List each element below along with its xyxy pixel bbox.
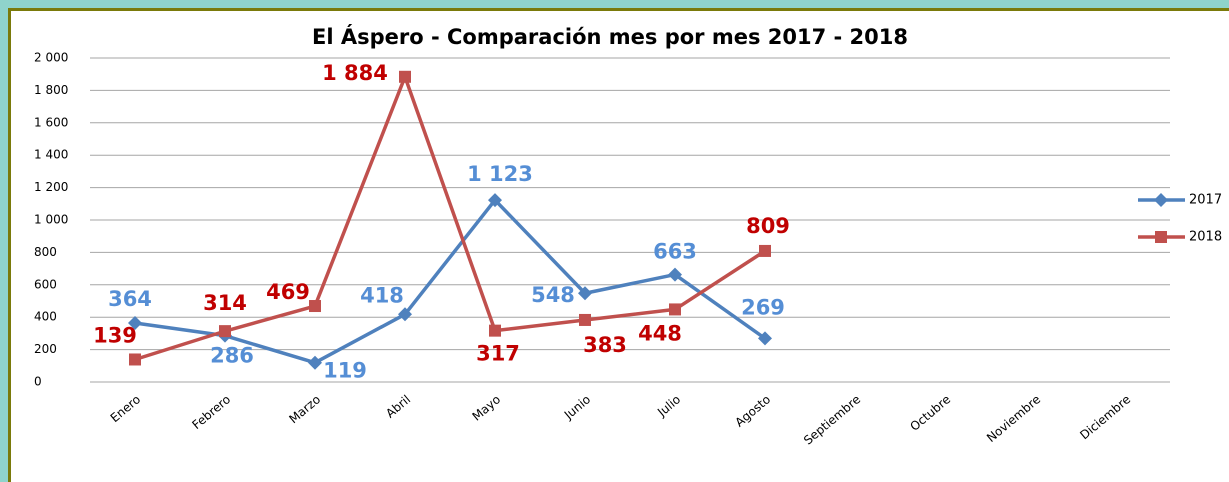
x-tick-label: Agosto — [732, 392, 773, 429]
y-tick-label: 1 800 — [34, 83, 68, 97]
marker — [308, 355, 322, 370]
marker — [489, 324, 501, 337]
chart-title: El Áspero - Comparación mes por mes 2017… — [312, 24, 908, 49]
x-tick-label: Septiembre — [801, 392, 863, 447]
data-label: 383 — [583, 333, 627, 357]
x-tick-label: Febrero — [189, 392, 233, 432]
y-tick-label: 800 — [34, 245, 57, 259]
y-tick-label: 1 000 — [34, 213, 68, 227]
marker — [128, 316, 142, 331]
marker — [668, 267, 682, 282]
y-tick-label: 400 — [34, 310, 57, 324]
data-label: 448 — [638, 321, 682, 345]
x-tick-label: Octubre — [907, 392, 953, 434]
data-label: 364 — [108, 287, 152, 311]
data-label: 269 — [741, 295, 785, 319]
marker — [488, 193, 502, 208]
y-tick-label: 2 000 — [34, 51, 68, 65]
x-tick-label: Diciembre — [1077, 392, 1133, 442]
data-label: 548 — [531, 283, 575, 307]
marker — [129, 353, 141, 366]
y-tick-label: 1 600 — [34, 115, 68, 129]
x-tick-label: Marzo — [286, 392, 323, 426]
x-tick-label: Noviembre — [984, 392, 1043, 445]
marker — [1154, 193, 1168, 207]
x-tick-label: Enero — [108, 392, 143, 425]
marker — [759, 244, 771, 257]
data-label: 1 123 — [467, 162, 533, 186]
x-tick-label: Julio — [654, 392, 683, 420]
data-label: 286 — [210, 344, 254, 368]
x-tick-label: Abril — [383, 392, 413, 420]
data-label: 1 884 — [322, 61, 388, 85]
y-tick-label: 600 — [34, 277, 57, 291]
marker — [309, 300, 321, 313]
data-label: 139 — [93, 323, 137, 347]
marker — [758, 331, 772, 346]
marker — [669, 303, 681, 316]
data-label: 418 — [360, 283, 404, 307]
data-label: 809 — [746, 214, 790, 238]
marker — [399, 70, 411, 83]
x-tick-label: Mayo — [470, 392, 504, 423]
y-tick-label: 1 200 — [34, 180, 68, 194]
data-label: 469 — [266, 280, 310, 304]
marker — [579, 313, 591, 326]
chart-frame — [8, 8, 1229, 482]
marker — [398, 307, 412, 322]
data-label: 663 — [653, 240, 697, 264]
series-line — [134, 198, 767, 365]
x-tick-label: Junio — [561, 392, 593, 422]
data-label: 317 — [476, 342, 520, 366]
series-line — [134, 75, 766, 362]
marker — [578, 286, 592, 301]
legend-label: 2017 — [1189, 193, 1222, 208]
y-tick-label: 1 400 — [34, 148, 68, 162]
data-label: 119 — [323, 359, 367, 383]
marker — [1155, 231, 1167, 243]
legend-label: 2018 — [1189, 230, 1222, 245]
data-label: 314 — [203, 291, 247, 315]
y-tick-label: 200 — [34, 342, 57, 356]
y-tick-label: 0 — [34, 375, 42, 389]
marker — [219, 325, 231, 338]
